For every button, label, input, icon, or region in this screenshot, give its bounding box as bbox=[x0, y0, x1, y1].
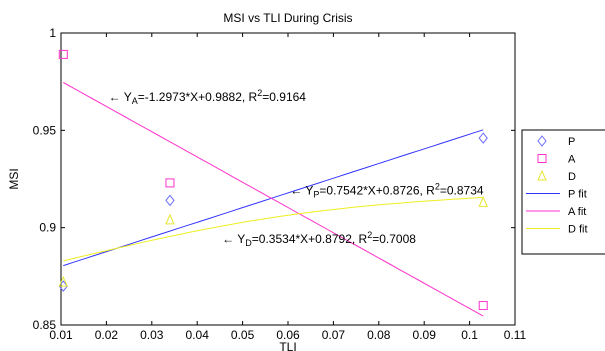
legend-label: D fit bbox=[568, 224, 588, 236]
plot-area bbox=[60, 32, 516, 326]
legend-label: A bbox=[568, 154, 576, 166]
x-tick-label: 0.05 bbox=[231, 328, 255, 342]
x-tick-label: 0.09 bbox=[413, 328, 437, 342]
y-tick-label: 0.9 bbox=[39, 221, 56, 235]
data-point-a bbox=[478, 301, 488, 311]
x-tick-label: 0.01 bbox=[49, 328, 73, 342]
data-point-a bbox=[165, 178, 175, 188]
fit-line-p-fit bbox=[63, 129, 484, 267]
y-tick-label: 0.85 bbox=[33, 318, 57, 332]
y-axis-label: MSI bbox=[7, 168, 21, 189]
x-tick-label: 0.07 bbox=[322, 328, 346, 342]
legend-label: D bbox=[568, 171, 576, 183]
x-tick-label: 0.08 bbox=[367, 328, 391, 342]
x-tick-label: 0.04 bbox=[186, 328, 210, 342]
fit-equation-annotation: ← YP=0.7542*X+0.8726, R2=0.8734 bbox=[290, 182, 484, 200]
x-tick-label: 0.1 bbox=[461, 328, 478, 342]
x-tick-label: 0.02 bbox=[95, 328, 119, 342]
data-point-a bbox=[58, 49, 68, 59]
x-tick-label: 0.11 bbox=[504, 328, 527, 342]
legend-marker-p bbox=[537, 135, 547, 147]
legend-marker-a bbox=[537, 154, 547, 163]
fit-equation-annotation: ← YD=0.3534*X+0.8792, R2=0.7008 bbox=[222, 230, 416, 248]
legend-box bbox=[521, 129, 605, 255]
x-tick-label: 0.03 bbox=[140, 328, 164, 342]
data-point-d bbox=[165, 213, 175, 225]
x-tick-label: 0.06 bbox=[276, 328, 300, 342]
data-point-p bbox=[478, 132, 488, 144]
legend-label: P bbox=[568, 136, 575, 148]
legend-label: P fit bbox=[568, 189, 587, 201]
legend-marker-d bbox=[537, 169, 547, 181]
fit-line-d-fit bbox=[63, 196, 484, 262]
legend-label: A fit bbox=[568, 206, 586, 218]
data-point-p bbox=[165, 194, 175, 207]
data-point-d bbox=[58, 275, 69, 287]
chart-title: MSI vs TLI During Crisis bbox=[223, 11, 352, 25]
y-tick-label: 0.95 bbox=[33, 123, 57, 137]
y-tick-label: 1 bbox=[49, 26, 56, 40]
data-point-d bbox=[478, 196, 488, 207]
fit-line-a-fit bbox=[63, 82, 484, 317]
fit-equation-annotation: ← YA=-1.2973*X+0.9882, R2=0.9164 bbox=[109, 88, 307, 106]
x-axis-label: TLI bbox=[279, 340, 296, 351]
